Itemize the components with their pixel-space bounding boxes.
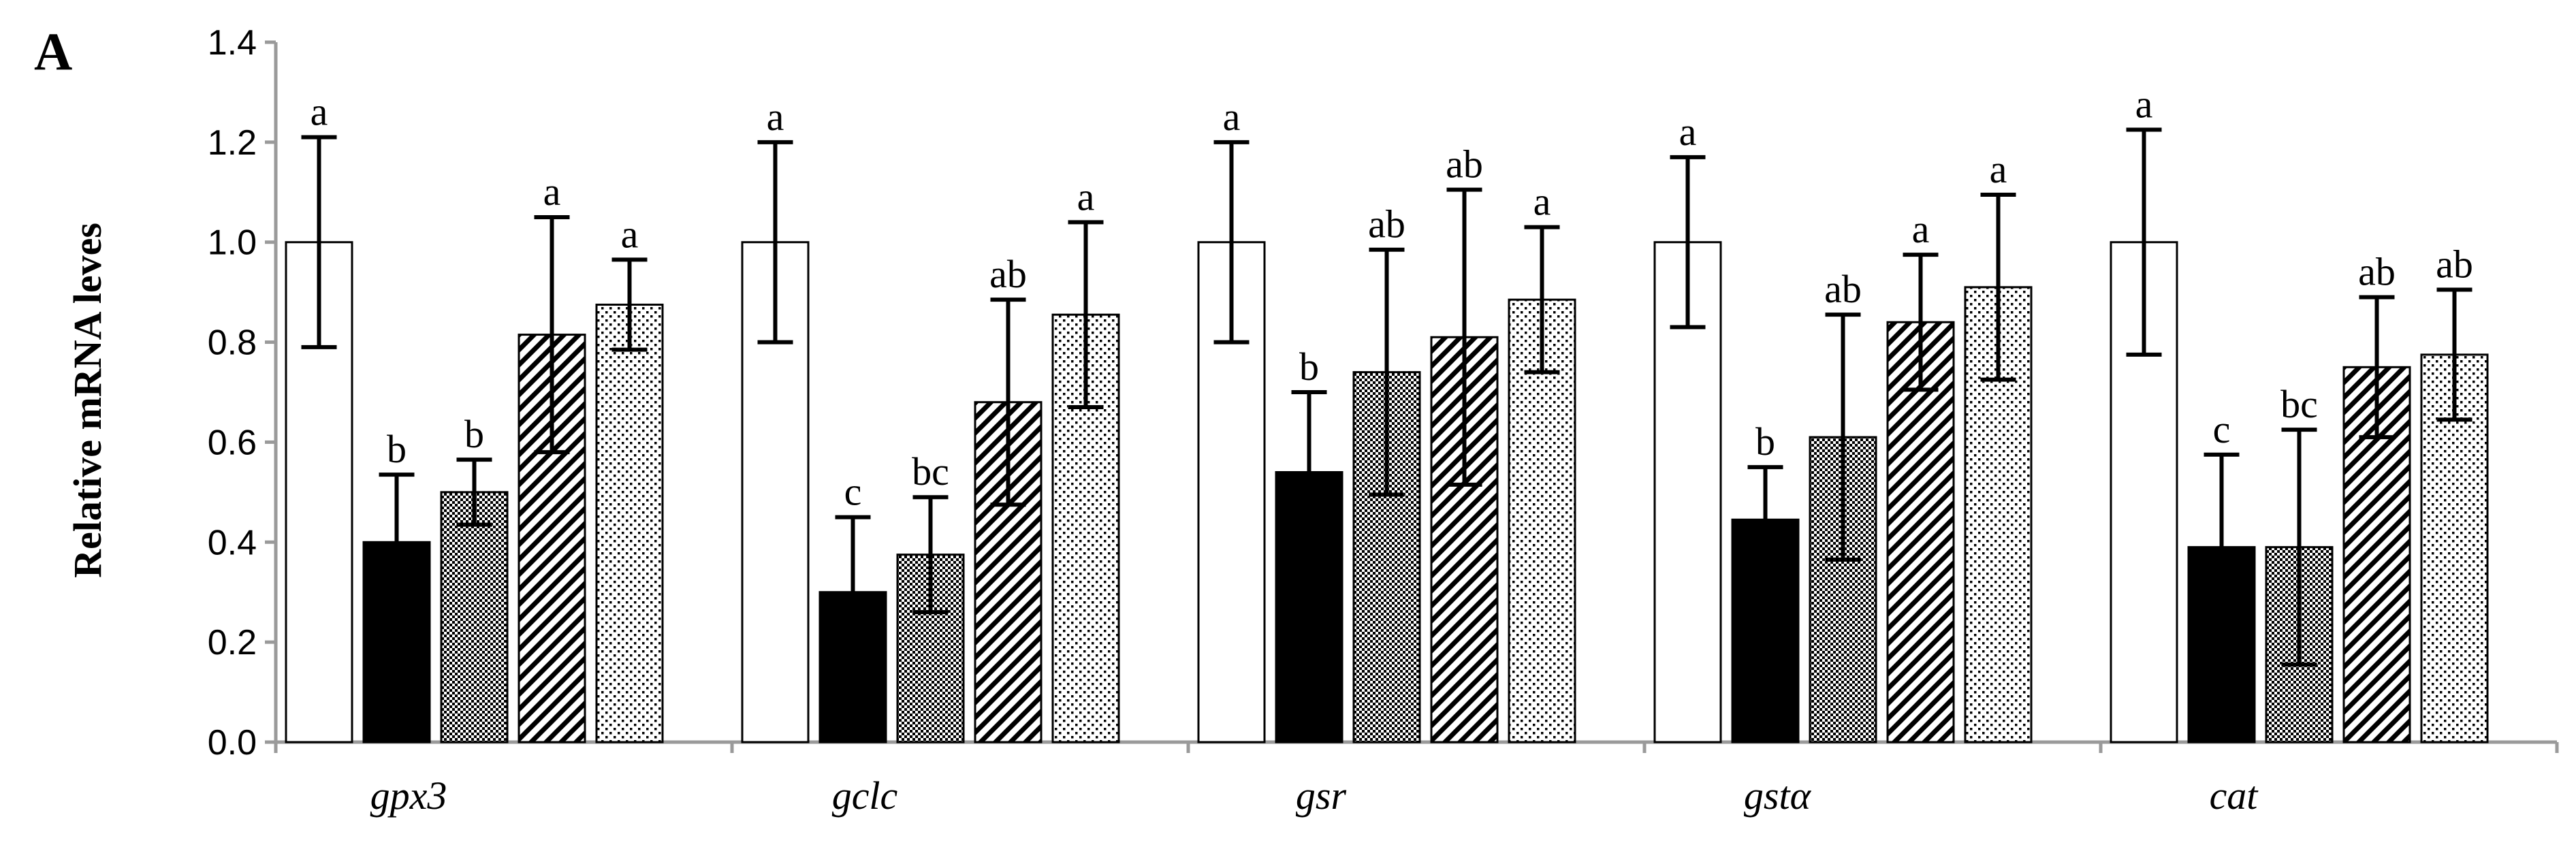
y-tick-label: 0.2 bbox=[208, 623, 257, 662]
significance-letter: a bbox=[1990, 147, 2007, 191]
bar-gsr-group-5 bbox=[1508, 298, 1576, 743]
category-label-gsr: gsr bbox=[1296, 773, 1347, 818]
significance-letter: a bbox=[1679, 110, 1697, 154]
category-label-gstα: gstα bbox=[1744, 773, 1812, 818]
significance-letter: c bbox=[2213, 407, 2231, 451]
y-tick-label: 0.8 bbox=[208, 323, 257, 363]
y-tick-label: 0.4 bbox=[208, 523, 257, 562]
y-tick-label: 0.6 bbox=[208, 423, 257, 462]
bar-gpx3-group-3 bbox=[440, 491, 509, 743]
significance-letter: ab bbox=[1368, 202, 1405, 246]
bar-gpx3-group-1 bbox=[285, 241, 353, 743]
significance-letter: a bbox=[1912, 207, 1930, 251]
category-label-gclc: gclc bbox=[832, 773, 898, 818]
y-axis-label: Relative mRNA leves bbox=[65, 223, 110, 578]
category-label-cat: cat bbox=[2210, 773, 2259, 818]
significance-letter: ab bbox=[2436, 242, 2473, 286]
significance-letter: a bbox=[621, 212, 639, 256]
y-axis-ticks: 0.0 0.2 0.4 0.6 0.8 1.0 1.2 1.4 bbox=[208, 23, 276, 763]
significance-letter: bc bbox=[912, 449, 949, 494]
significance-letter: b bbox=[464, 412, 484, 456]
y-tick-label: 0.0 bbox=[208, 723, 257, 763]
significance-letter: a bbox=[543, 170, 561, 214]
panel-label: A bbox=[34, 22, 72, 81]
significance-letter: b bbox=[1755, 419, 1775, 464]
significance-letter: a bbox=[1533, 180, 1551, 224]
significance-letter: a bbox=[1077, 174, 1095, 219]
significance-letter: a bbox=[1223, 95, 1241, 139]
significance-letter: ab bbox=[989, 252, 1027, 296]
y-tick-label: 1.4 bbox=[208, 23, 257, 63]
significance-letter: b bbox=[1299, 345, 1319, 389]
significance-letter: c bbox=[844, 470, 862, 514]
significance-letter: a bbox=[311, 90, 328, 134]
bar-gpx3-group-5 bbox=[595, 304, 664, 743]
significance-letter: ab bbox=[1446, 142, 1483, 187]
significance-letter: ab bbox=[1824, 267, 1862, 311]
significance-letter: ab bbox=[2358, 249, 2396, 293]
significance-letter: bc bbox=[2280, 382, 2318, 426]
y-tick-label: 1.0 bbox=[208, 223, 257, 263]
y-tick-label: 1.2 bbox=[208, 123, 257, 163]
significance-letter: b bbox=[387, 427, 407, 471]
bar-gstα-group-4 bbox=[1886, 321, 1955, 743]
significance-letter: a bbox=[2135, 82, 2153, 127]
category-label-gpx3: gpx3 bbox=[370, 773, 447, 818]
significance-letter: a bbox=[767, 95, 784, 139]
